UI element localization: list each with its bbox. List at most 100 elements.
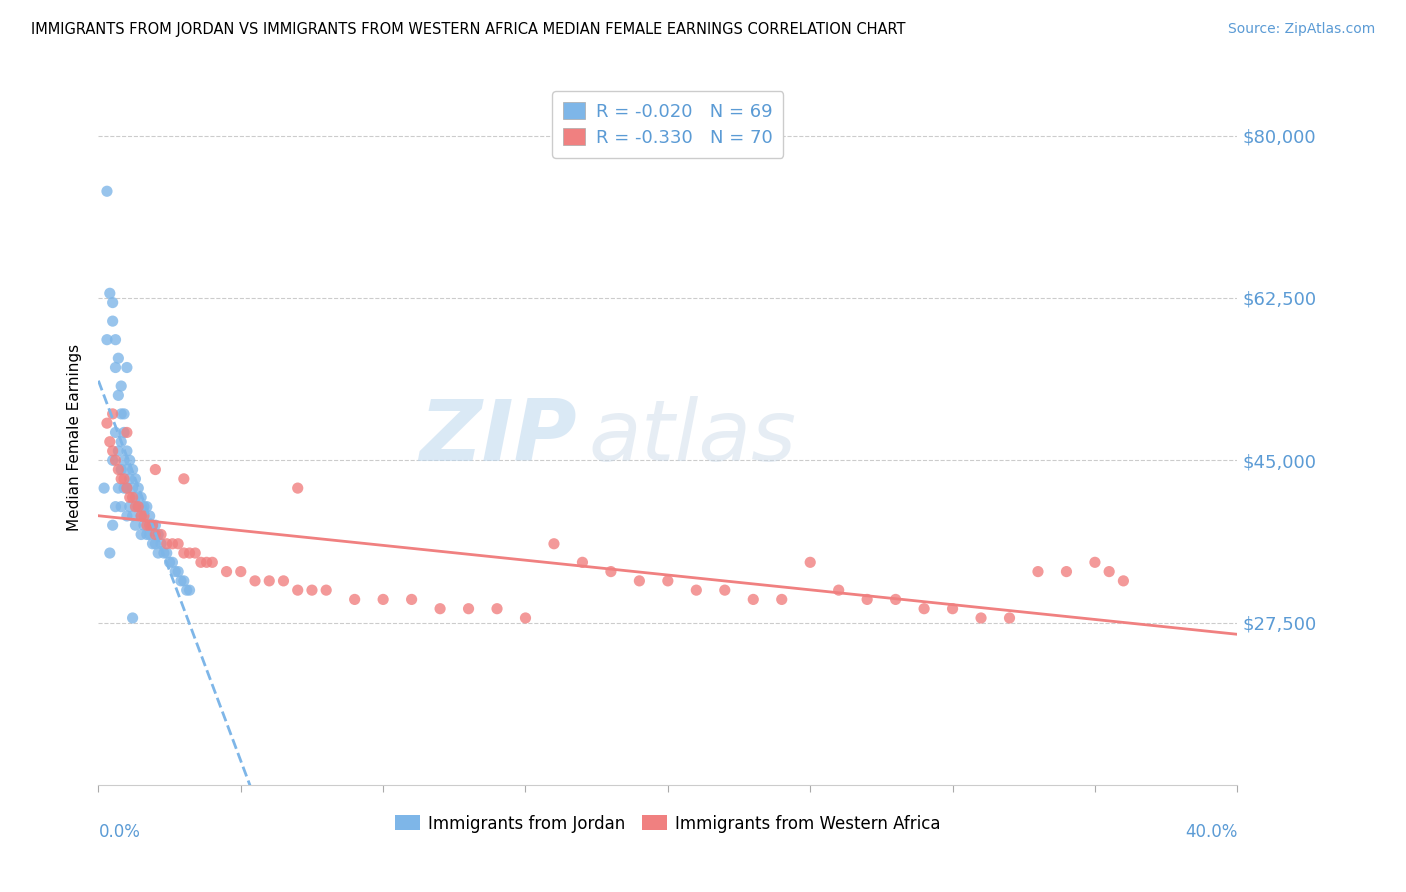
Point — [714, 583, 737, 598]
Point — [110, 379, 132, 393]
Point — [107, 388, 129, 402]
Point — [1084, 555, 1107, 569]
Point — [110, 434, 132, 449]
Point — [101, 444, 124, 458]
Point — [112, 425, 135, 440]
Point — [101, 314, 124, 328]
Point — [184, 546, 207, 560]
Point — [201, 555, 224, 569]
Point — [170, 574, 193, 588]
Point — [98, 546, 121, 560]
Point — [129, 508, 152, 523]
Point — [190, 555, 212, 569]
Point — [98, 286, 121, 301]
Point — [657, 574, 679, 588]
Point — [685, 583, 707, 598]
Y-axis label: Median Female Earnings: Median Female Earnings — [67, 343, 83, 531]
Point — [115, 481, 138, 495]
Point — [124, 472, 146, 486]
Point — [401, 592, 423, 607]
Point — [912, 601, 935, 615]
Text: Source: ZipAtlas.com: Source: ZipAtlas.com — [1227, 22, 1375, 37]
Point — [127, 500, 149, 514]
Point — [138, 508, 160, 523]
Point — [110, 407, 132, 421]
Point — [150, 537, 173, 551]
Point — [373, 592, 395, 607]
Point — [138, 518, 160, 533]
Point — [104, 500, 127, 514]
Point — [96, 416, 118, 430]
Point — [515, 611, 537, 625]
Point — [148, 527, 170, 541]
Point — [132, 508, 155, 523]
Point — [115, 462, 138, 476]
Point — [543, 537, 565, 551]
Point — [770, 592, 793, 607]
Legend: Immigrants from Jordan, Immigrants from Western Africa: Immigrants from Jordan, Immigrants from … — [388, 808, 948, 839]
Point — [195, 555, 218, 569]
Point — [121, 481, 143, 495]
Point — [104, 453, 127, 467]
Point — [110, 462, 132, 476]
Point — [101, 407, 124, 421]
Point — [121, 611, 143, 625]
Point — [145, 537, 167, 551]
Point — [162, 537, 184, 551]
Point — [107, 351, 129, 366]
Point — [486, 601, 509, 615]
Point — [942, 601, 965, 615]
Point — [101, 518, 124, 533]
Point — [124, 518, 146, 533]
Point — [112, 472, 135, 486]
Point — [343, 592, 366, 607]
Text: IMMIGRANTS FROM JORDAN VS IMMIGRANTS FROM WESTERN AFRICA MEDIAN FEMALE EARNINGS : IMMIGRANTS FROM JORDAN VS IMMIGRANTS FRO… — [31, 22, 905, 37]
Point — [176, 583, 198, 598]
Point — [124, 500, 146, 514]
Point — [118, 491, 141, 505]
Point — [156, 537, 179, 551]
Point — [101, 453, 124, 467]
Point — [970, 611, 993, 625]
Point — [129, 491, 152, 505]
Point — [998, 611, 1021, 625]
Point — [141, 518, 163, 533]
Point — [107, 462, 129, 476]
Point — [173, 546, 195, 560]
Point — [115, 425, 138, 440]
Point — [107, 444, 129, 458]
Point — [101, 295, 124, 310]
Point — [167, 565, 190, 579]
Point — [107, 481, 129, 495]
Point — [145, 462, 167, 476]
Point — [600, 565, 623, 579]
Point — [273, 574, 295, 588]
Point — [141, 537, 163, 551]
Point — [124, 491, 146, 505]
Text: atlas: atlas — [588, 395, 796, 479]
Point — [159, 555, 181, 569]
Point — [1098, 565, 1121, 579]
Point — [104, 333, 127, 347]
Point — [287, 583, 309, 598]
Point — [135, 527, 157, 541]
Point — [132, 500, 155, 514]
Point — [173, 574, 195, 588]
Point — [121, 491, 143, 505]
Text: 0.0%: 0.0% — [98, 823, 141, 841]
Point — [571, 555, 593, 569]
Point — [129, 508, 152, 523]
Point — [135, 500, 157, 514]
Point — [167, 537, 190, 551]
Point — [150, 527, 173, 541]
Point — [179, 583, 201, 598]
Point — [628, 574, 651, 588]
Point — [115, 444, 138, 458]
Point — [243, 574, 266, 588]
Point — [259, 574, 281, 588]
Point — [127, 481, 149, 495]
Point — [118, 453, 141, 467]
Point — [118, 500, 141, 514]
Point — [179, 546, 201, 560]
Point — [118, 472, 141, 486]
